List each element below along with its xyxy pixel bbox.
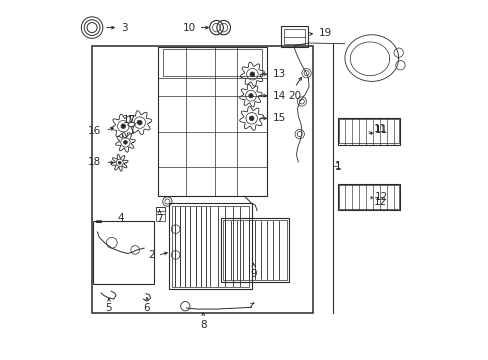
Bar (156, 207, 164, 211)
Text: 17: 17 (122, 115, 136, 125)
Text: 11: 11 (373, 124, 386, 134)
Text: 10: 10 (183, 23, 196, 33)
Text: 13: 13 (272, 69, 285, 79)
Text: 11: 11 (373, 125, 387, 135)
Bar (281, 26, 307, 47)
Bar (93, 221, 154, 284)
Circle shape (248, 94, 253, 98)
Bar (221, 218, 289, 282)
Circle shape (137, 120, 142, 125)
Text: 12: 12 (373, 197, 386, 207)
Text: 6: 6 (143, 303, 150, 313)
Circle shape (249, 72, 254, 77)
Circle shape (249, 116, 253, 121)
Text: 16: 16 (88, 126, 101, 135)
Bar (339, 120, 398, 143)
Bar (284, 29, 305, 44)
Text: 19: 19 (318, 28, 331, 38)
Circle shape (121, 124, 125, 129)
Text: 7: 7 (156, 215, 163, 224)
Text: 3: 3 (121, 23, 127, 33)
Text: 12: 12 (373, 192, 387, 202)
Text: 20: 20 (287, 91, 301, 101)
Bar (172, 206, 248, 287)
Bar (163, 49, 261, 76)
Bar (339, 185, 398, 209)
Circle shape (118, 161, 121, 164)
Text: 5: 5 (105, 303, 112, 313)
Bar (156, 207, 164, 221)
Bar (337, 184, 400, 211)
Text: 18: 18 (88, 157, 101, 167)
Text: 14: 14 (272, 91, 285, 101)
Bar (337, 118, 400, 145)
Text: 1: 1 (334, 162, 341, 172)
Text: 4: 4 (117, 213, 124, 222)
Text: 9: 9 (250, 269, 256, 279)
Text: 2: 2 (148, 250, 155, 260)
Bar (158, 47, 266, 196)
Text: 1: 1 (334, 161, 341, 171)
Polygon shape (101, 291, 116, 299)
Text: 8: 8 (200, 320, 206, 330)
Text: 15: 15 (272, 113, 285, 123)
Bar (92, 45, 312, 313)
Bar (169, 203, 251, 289)
Bar (223, 220, 286, 280)
Circle shape (123, 140, 127, 144)
